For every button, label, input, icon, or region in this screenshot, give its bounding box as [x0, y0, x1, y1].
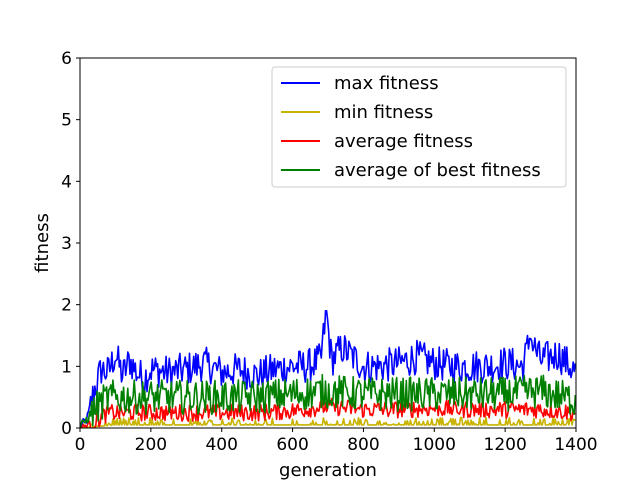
x-tick-label: 0 [75, 435, 86, 455]
legend-label: average of best fitness [334, 160, 541, 181]
y-tick-label: 6 [61, 49, 72, 69]
x-tick-label: 1000 [413, 435, 456, 455]
legend-label: average fitness [334, 131, 473, 152]
x-tick-label: 1400 [554, 435, 597, 455]
x-tick-label: 600 [276, 435, 308, 455]
legend-label: min fitness [334, 102, 433, 123]
series-line-4 [80, 373, 576, 428]
x-tick-label: 800 [347, 435, 379, 455]
legend-label: max fitness [334, 73, 439, 94]
series-layer [80, 309, 576, 428]
x-tick-label: 200 [135, 435, 167, 455]
y-tick-label: 2 [61, 296, 72, 316]
y-tick-label: 0 [61, 419, 72, 439]
y-tick-label: 1 [61, 357, 72, 377]
x-tick-label: 1200 [484, 435, 527, 455]
y-tick-label: 3 [61, 234, 72, 254]
series-line-1 [80, 309, 576, 428]
series-line-2 [80, 416, 576, 428]
y-tick-label: 4 [61, 172, 72, 192]
y-axis-label: fitness [32, 213, 53, 273]
legend-box [271, 66, 567, 188]
x-axis-ticks: 0 200 400 600 800 1000 1200 1400 [75, 428, 598, 455]
y-tick-label: 5 [61, 111, 72, 131]
x-axis-label: generation [279, 460, 377, 480]
y-axis-ticks: 0 1 2 3 4 5 6 [61, 49, 80, 439]
x-tick-label: 400 [205, 435, 237, 455]
legend: max fitness min fitness average fitness ave… [271, 66, 567, 188]
